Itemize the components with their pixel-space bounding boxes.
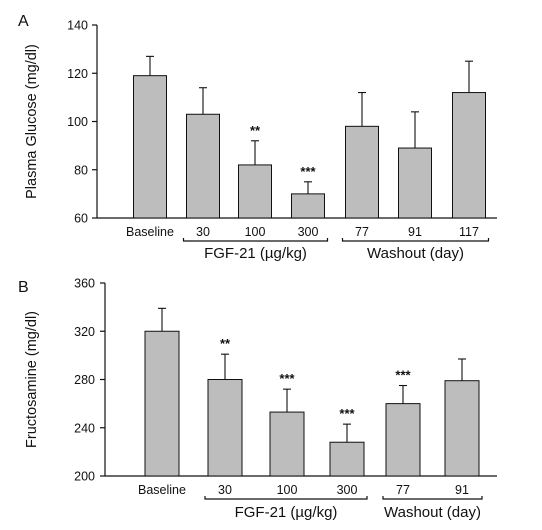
panel-a-category-label: Baseline: [126, 225, 174, 239]
panel-a-bar: [133, 75, 167, 219]
panel-b-bar: [444, 380, 480, 477]
panel-b-group-bracket-2: [382, 496, 483, 500]
panel-b-category-label: Baseline: [138, 483, 186, 497]
panel-b-y-tick-label: 280: [74, 373, 95, 387]
panel-b-significance-label: ***: [279, 371, 295, 386]
panel-b-category-label: 91: [455, 483, 469, 497]
panel-b-significance-label: ***: [395, 368, 411, 383]
panel-b-y-tick-label: 240: [74, 421, 95, 435]
panel-b-group-bracket-1: [204, 496, 368, 500]
panel-a-group-label-2: Washout (day): [367, 245, 464, 262]
panel-b-y-tick-label: 200: [74, 470, 95, 484]
panel-a-significance-label: ***: [300, 164, 316, 179]
panel-b-bar: [385, 403, 421, 477]
panel-a-bar: [452, 92, 486, 219]
panel-a-category-label: 100: [245, 225, 266, 239]
panel-b-bar: [329, 441, 365, 477]
panel-a-y-tick-label: 100: [67, 115, 88, 129]
panel-a-category-label: 30: [196, 225, 210, 239]
panel-a-bar: [345, 125, 379, 219]
panel-a-bar: [291, 193, 325, 219]
panel-b-y-axis-label: Fructosamine (mg/dl): [24, 311, 40, 448]
panel-b-significance-label: **: [220, 336, 231, 351]
panel-b-category-label: 100: [277, 483, 298, 497]
panel-a-y-tick-label: 60: [74, 212, 88, 226]
panel-b-chart: B Fructosamine (mg/dl) 200 240 280 320 360 Base…: [18, 277, 497, 521]
panel-b-category-label: 77: [396, 483, 410, 497]
panel-b-group-label-1: FGF-21 (µg/kg): [235, 504, 338, 521]
panel-b-category-label: 30: [218, 483, 232, 497]
panel-a-group-bracket-1: [182, 238, 329, 242]
panel-b-y-tick-label: 360: [74, 277, 95, 291]
panel-a-bar: [238, 164, 272, 219]
panel-a-letter: A: [18, 13, 29, 30]
panel-a-category-label: 117: [459, 225, 479, 239]
panel-a-y-tick-label: 120: [67, 67, 88, 81]
panel-b-y-tick-label: 320: [74, 325, 95, 339]
panel-a-category-label: 91: [408, 225, 422, 239]
panel-b-bar: [144, 330, 180, 477]
panel-a-chart: A Plasma Glucose (mg/dl) 60 80 100 120 140 Base…: [18, 13, 497, 262]
panel-a-group-bracket-2: [341, 238, 490, 242]
panel-a-significance-label: **: [250, 123, 261, 138]
panel-b-significance-label: ***: [339, 406, 355, 421]
panel-b-group-label-2: Washout (day): [384, 504, 481, 521]
panel-a-bar: [398, 147, 432, 219]
panel-a-group-label-1: FGF-21 (µg/kg): [204, 245, 307, 262]
panel-a-category-label: 77: [355, 225, 369, 239]
panel-a-y-tick-label: 80: [74, 163, 88, 177]
panel-b-category-label: 300: [337, 483, 358, 497]
panel-b-bar: [207, 379, 243, 477]
panel-b-bar: [269, 411, 305, 477]
panel-b-letter: B: [18, 279, 29, 296]
panel-a-bar: [186, 113, 220, 219]
panel-a-category-label: 300: [298, 225, 319, 239]
panel-a-y-axis-label: Plasma Glucose (mg/dl): [24, 44, 40, 199]
panel-a-y-tick-label: 140: [67, 19, 88, 33]
